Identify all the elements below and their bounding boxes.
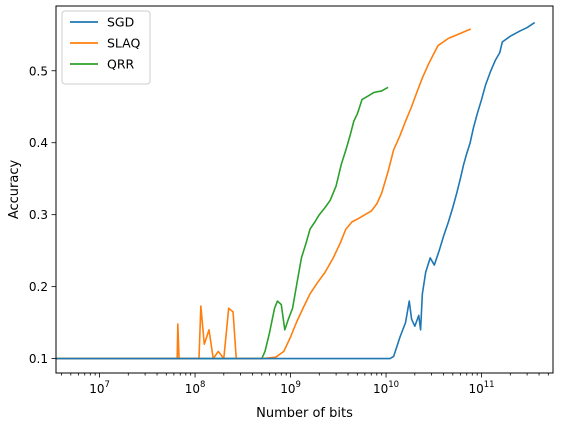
- plot-frame: [55, 5, 554, 374]
- x-tick-label: 109: [280, 380, 301, 396]
- x-tick-label: 1011: [468, 380, 494, 396]
- y-tick-label: 0.2: [29, 280, 48, 294]
- y-tick-label: 0.4: [29, 136, 48, 150]
- y-tick-label: 0.5: [29, 64, 48, 78]
- x-tick-label: 108: [185, 380, 206, 396]
- legend-label-slaq: SLAQ: [107, 36, 141, 51]
- series-line-qrr: [56, 86, 389, 360]
- legend-label-sgd: SGD: [107, 15, 134, 30]
- x-axis-label: Number of bits: [256, 406, 353, 421]
- legend-box: [61, 10, 151, 85]
- x-tick-label: 1010: [373, 380, 399, 396]
- y-tick-label: 0.3: [29, 208, 48, 222]
- series-line-sgd: [56, 21, 536, 360]
- y-axis: 0.1 0.2 0.3 0.4 0.5: [29, 64, 56, 366]
- x-axis: 107 108 109 1010 1011: [61, 373, 549, 396]
- series-layer: [56, 21, 536, 360]
- x-tick-label: 107: [89, 380, 110, 396]
- y-axis-label: Accuracy: [7, 160, 22, 220]
- y-tick-label: 0.1: [29, 352, 48, 366]
- legend: SGD SLAQ QRR: [61, 10, 151, 85]
- series-line-slaq: [56, 28, 472, 360]
- legend-label-qrr: QRR: [107, 57, 135, 72]
